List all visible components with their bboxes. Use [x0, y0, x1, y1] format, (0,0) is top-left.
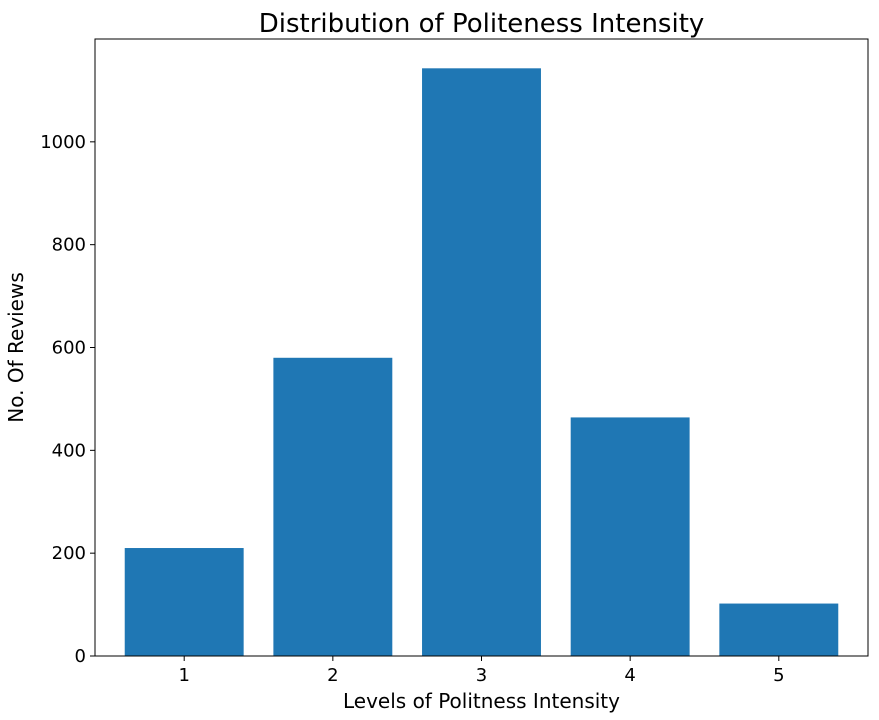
- x-axis-ticks: 1 2 3 4 5: [178, 656, 785, 686]
- plot-frame: [94, 38, 869, 657]
- x-tick-label: 4: [624, 665, 635, 686]
- y-tick-label: 400: [52, 440, 86, 461]
- y-axis-label: No. Of Reviews: [4, 272, 28, 422]
- bar-2: [273, 357, 393, 656]
- y-tick-label: 800: [52, 235, 86, 256]
- y-tick-label: 600: [52, 338, 86, 359]
- x-tick-label: 5: [773, 665, 784, 686]
- bar-5: [719, 603, 839, 656]
- y-axis-ticks: 0 200 400 600 800 1000: [40, 132, 95, 667]
- x-axis-label: Levels of Politness Intensity: [343, 689, 620, 713]
- bar-3: [422, 68, 541, 657]
- y-tick-label: 0: [75, 646, 86, 667]
- chart-title: Distribution of Politeness Intensity: [259, 9, 705, 39]
- bar-1: [124, 548, 244, 656]
- bars-group: [124, 68, 839, 657]
- y-tick-label: 200: [52, 543, 86, 564]
- x-tick-label: 3: [476, 665, 487, 686]
- y-tick-label: 1000: [40, 132, 86, 153]
- bar-4: [570, 417, 690, 656]
- x-tick-label: 2: [327, 665, 338, 686]
- x-tick-label: 1: [178, 665, 189, 686]
